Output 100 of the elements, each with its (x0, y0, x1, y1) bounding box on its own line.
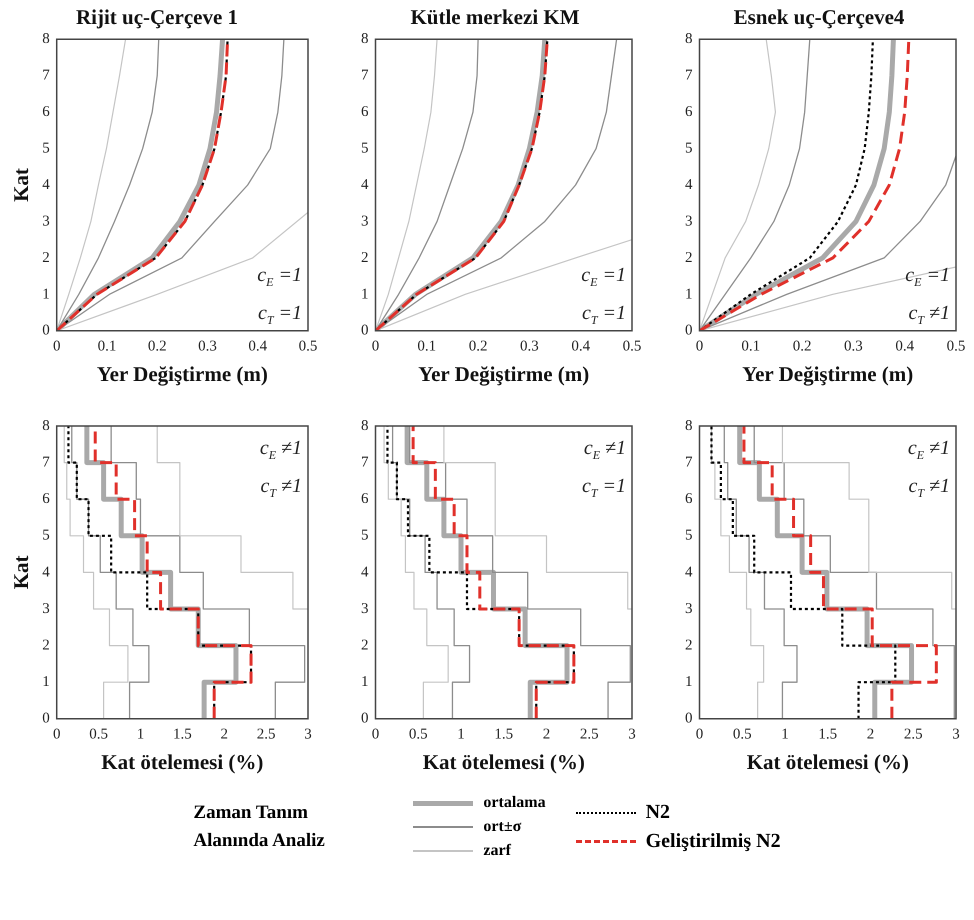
x-tick-label: 0.1 (417, 338, 436, 355)
x-tick-label: 0.1 (98, 338, 116, 355)
x-tick-label: 3 (952, 726, 960, 743)
x-axis-title: Yer Değiştirme (m) (96, 362, 268, 386)
x-tick-label: 1.5 (494, 726, 514, 743)
x-axis-title: Yer Değiştirme (m) (742, 362, 914, 386)
y-tick-label: 4 (42, 176, 50, 193)
x-axis-title: Yer Değiştirme (m) (418, 362, 590, 386)
chart-title: Kütle merkezi KM (410, 5, 580, 30)
legend-label: ortalama (483, 794, 546, 812)
x-tick-label: 2 (220, 726, 228, 743)
legend-label: ort±σ (483, 818, 522, 836)
y-tick-label: 5 (685, 528, 692, 544)
y-tick-label: 6 (361, 104, 369, 120)
y-tick-label: 3 (42, 600, 50, 617)
y-tick-label: 2 (42, 250, 50, 266)
y-tick-label: 5 (42, 528, 50, 544)
y-tick-label: 8 (685, 418, 692, 434)
y-tick-label: 3 (685, 600, 692, 617)
y-tick-label: 1 (361, 286, 368, 302)
y-tick-label: 6 (42, 104, 50, 120)
chart-title: Esnek uç-Çerçeve4 (734, 5, 905, 30)
x-tick-label: 0.3 (198, 338, 217, 355)
legend-label: Geliştirilmiş N2 (646, 830, 781, 853)
y-tick-label: 2 (685, 250, 692, 266)
x-tick-label: 0.2 (148, 338, 167, 355)
y-axis-title: Kat (9, 168, 34, 202)
y-tick-label: 1 (685, 674, 692, 690)
y-tick-label: 4 (685, 176, 693, 193)
y-tick-label: 7 (685, 68, 693, 84)
y-tick-label: 0 (685, 322, 692, 339)
x-tick-label: 0 (696, 338, 704, 355)
y-tick-label: 8 (42, 418, 50, 434)
x-tick-label: 3 (304, 726, 312, 743)
y-tick-label: 4 (361, 176, 369, 193)
y-tick-label: 3 (42, 213, 50, 230)
x-tick-label: 0.4 (571, 338, 591, 355)
y-tick-label: 7 (42, 68, 50, 84)
x-axis-title: Kat ötelemesi (%) (422, 750, 585, 774)
legend-label: zarf (483, 842, 511, 860)
y-tick-label: 6 (685, 104, 693, 120)
x-tick-label: 0 (52, 726, 60, 743)
y-tick-label: 4 (685, 564, 693, 580)
x-tick-label: 0.1 (741, 338, 760, 355)
y-tick-label: 3 (685, 213, 692, 230)
x-tick-label: 0 (52, 338, 60, 355)
y-tick-label: 0 (42, 710, 50, 727)
y-tick-label: 8 (685, 31, 692, 48)
y-tick-label: 4 (42, 564, 50, 580)
x-tick-label: 0 (372, 726, 380, 743)
y-tick-label: 4 (361, 564, 369, 580)
x-tick-label: 0.2 (468, 338, 488, 355)
x-tick-label: 3 (628, 726, 636, 743)
x-tick-label: 1.5 (172, 726, 192, 743)
y-tick-label: 8 (42, 31, 50, 48)
x-tick-label: 0.5 (89, 726, 108, 743)
x-tick-label: 0 (696, 726, 704, 743)
y-tick-label: 0 (361, 710, 368, 727)
x-tick-label: 0.5 (298, 338, 318, 355)
y-axis-title: Kat (9, 555, 34, 590)
y-tick-label: 5 (42, 140, 50, 156)
legend-label: N2 (646, 801, 670, 824)
y-tick-label: 0 (361, 322, 368, 339)
y-tick-label: 2 (361, 250, 368, 266)
y-tick-label: 2 (361, 638, 368, 654)
y-tick-label: 3 (361, 213, 368, 230)
y-tick-label: 7 (361, 454, 369, 471)
x-tick-label: 1 (136, 726, 144, 743)
y-tick-label: 6 (361, 491, 369, 508)
y-tick-label: 7 (685, 454, 693, 471)
x-axis-title: Kat ötelemesi (%) (746, 750, 909, 774)
y-tick-label: 1 (361, 674, 368, 690)
y-tick-label: 8 (361, 418, 368, 434)
y-tick-label: 3 (361, 600, 368, 617)
x-tick-label: 0.3 (520, 338, 539, 355)
y-tick-label: 1 (42, 674, 50, 690)
legend-title: Zaman Tanım Alanında Analiz (193, 800, 326, 853)
y-tick-label: 8 (361, 31, 368, 48)
x-tick-label: 2 (866, 726, 874, 743)
y-tick-label: 1 (685, 286, 692, 302)
y-tick-label: 2 (42, 638, 50, 654)
x-tick-label: 0.5 (408, 726, 428, 743)
y-tick-label: 7 (361, 68, 369, 84)
x-tick-label: 2.5 (580, 726, 599, 743)
x-tick-label: 0 (372, 338, 380, 355)
y-tick-label: 6 (685, 491, 693, 508)
y-tick-label: 1 (42, 286, 50, 302)
x-tick-label: 1.5 (818, 726, 838, 743)
x-tick-label: 0.4 (248, 338, 268, 355)
x-tick-label: 0.3 (844, 338, 863, 355)
x-tick-label: 2.5 (904, 726, 923, 743)
y-tick-label: 0 (685, 710, 692, 727)
x-tick-label: 0.2 (792, 338, 812, 355)
y-tick-label: 5 (685, 140, 692, 156)
x-axis-title: Kat ötelemesi (%) (101, 750, 264, 774)
y-tick-label: 7 (42, 454, 50, 471)
y-tick-label: 6 (42, 491, 50, 508)
chart-title: Rijit uç-Çerçeve 1 (76, 5, 238, 30)
x-tick-label: 0.5 (622, 338, 642, 355)
x-tick-label: 2 (542, 726, 550, 743)
